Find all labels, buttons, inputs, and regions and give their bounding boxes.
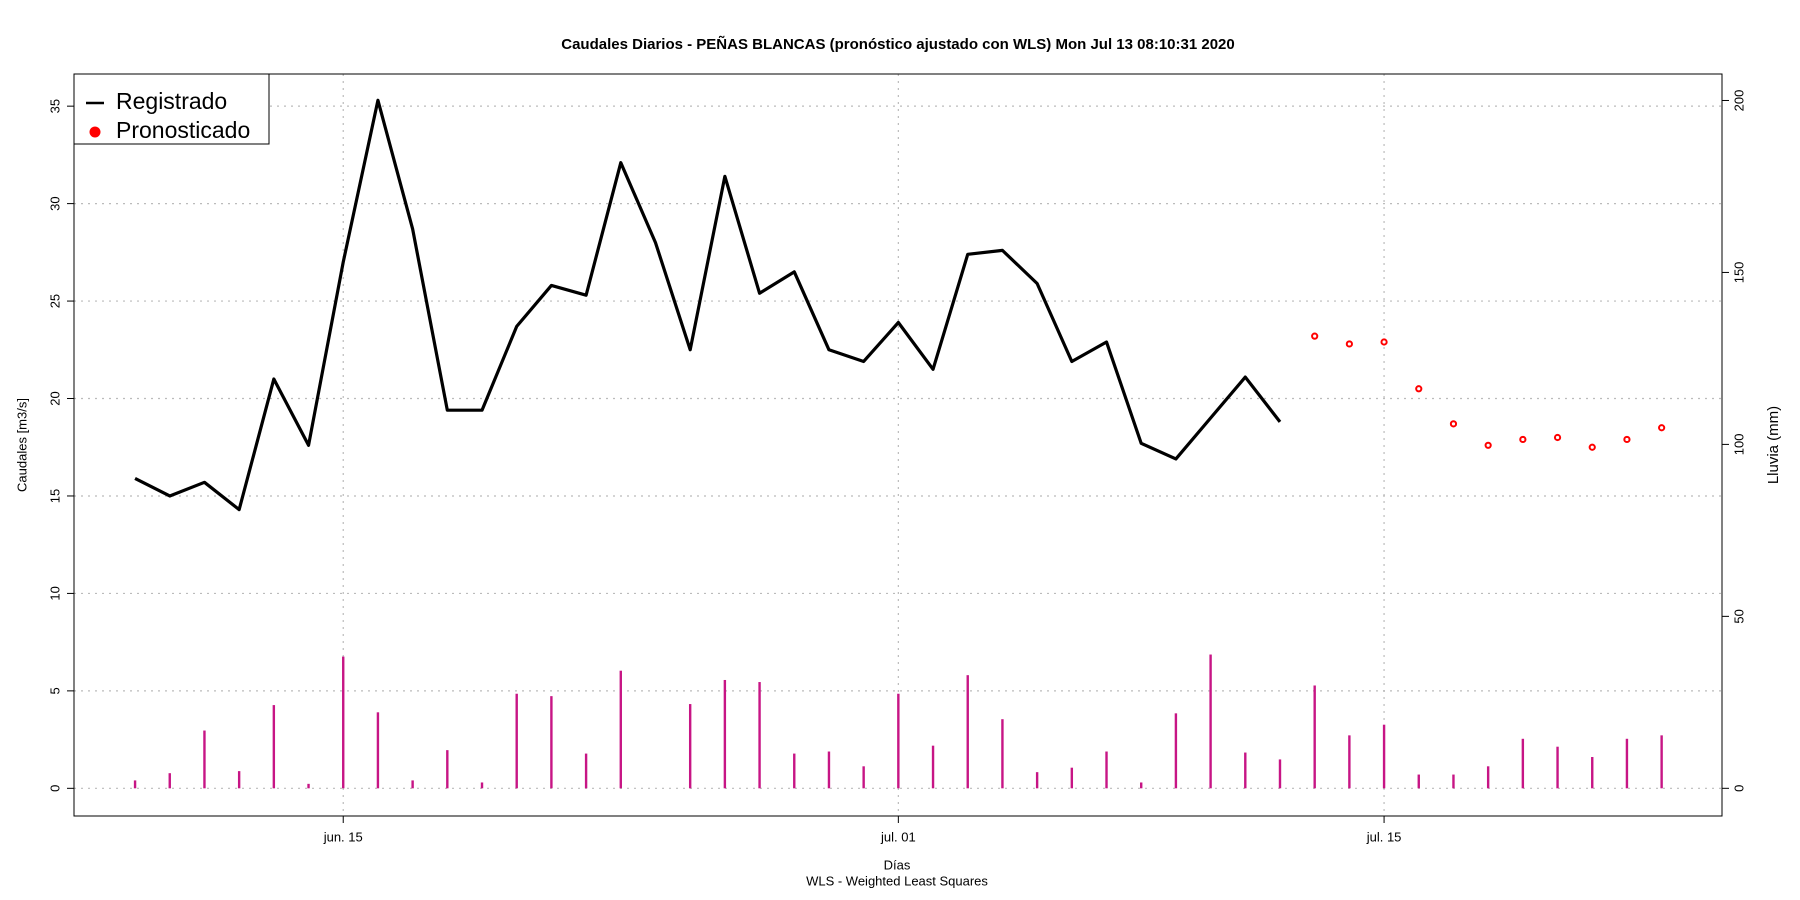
rain-bar <box>1105 751 1108 789</box>
y-tick-label: 25 <box>47 294 62 308</box>
forecast-point <box>1519 435 1527 444</box>
y2-tick-label: 150 <box>1731 262 1746 284</box>
chart-title: Caudales Diarios - PEÑAS BLANCAS (pronós… <box>561 35 1234 53</box>
rain-bar <box>446 750 449 789</box>
legend-box <box>73 73 270 145</box>
legend-label: Registrado <box>116 88 227 114</box>
rain-bar <box>480 782 484 789</box>
flow-line <box>134 98 1282 512</box>
rain-bar <box>1625 738 1629 789</box>
rain-bar <box>1035 772 1039 789</box>
rain-bar <box>342 656 345 789</box>
y-tick-label: 15 <box>47 489 62 503</box>
forecast-point <box>1553 433 1562 442</box>
rain-bar <box>133 780 137 789</box>
y2-tick-label: 100 <box>1731 434 1746 456</box>
rain-bar <box>1591 757 1594 789</box>
y-tick-label: 30 <box>47 196 62 210</box>
rain-bar <box>619 670 622 789</box>
rain-bar <box>1070 767 1074 789</box>
rain-bar <box>376 712 380 789</box>
rain-bar <box>1382 724 1386 789</box>
legend-dot <box>89 126 101 138</box>
rain-bar <box>515 693 518 789</box>
rain-bar <box>1313 685 1316 789</box>
y2-axis-label: Lluvia (mm) <box>1765 406 1782 484</box>
rain-bar <box>1556 746 1559 789</box>
plot-frame <box>73 73 1723 817</box>
x-tick-label: jun. 15 <box>323 829 363 844</box>
forecast-point <box>1345 340 1353 348</box>
rain-bar <box>1417 774 1420 789</box>
rain-bar <box>1244 752 1247 789</box>
rain-bar <box>1209 654 1212 789</box>
y2-tick-label: 200 <box>1731 90 1746 112</box>
rain-bar <box>1660 735 1663 789</box>
rain-bar <box>1348 735 1351 789</box>
y-tick-label: 20 <box>47 391 62 405</box>
rain-bar <box>237 771 241 789</box>
rain-bar <box>688 704 692 789</box>
rain-bar <box>897 693 900 789</box>
forecast-point <box>1588 443 1596 451</box>
forecast-point <box>1415 385 1423 393</box>
rain-bar <box>931 745 935 789</box>
rain-bar <box>1140 782 1143 789</box>
y-axis-label: Caudales [m3/s] <box>14 398 29 492</box>
forecast-point <box>1380 338 1388 346</box>
rain-bar <box>827 751 831 789</box>
forecast-point <box>1311 332 1319 340</box>
y2-tick-label: 0 <box>1731 785 1746 792</box>
rain-bar <box>862 766 865 789</box>
y-tick-label: 5 <box>47 687 62 694</box>
rain-bar <box>1001 719 1004 789</box>
y-tick-label: 10 <box>47 586 62 600</box>
forecast-point <box>1484 441 1492 449</box>
rain-bar <box>411 780 414 789</box>
rain-bar <box>203 730 206 789</box>
x-axis-label: Días <box>884 857 911 872</box>
x-tick-label: jul. 01 <box>880 829 916 844</box>
forecast-point <box>1658 424 1666 432</box>
y-tick-label: 0 <box>47 785 62 792</box>
rain-bar <box>1521 738 1525 789</box>
forecast-point <box>1623 435 1631 444</box>
forecast-point <box>1449 420 1458 428</box>
rain-bar <box>793 753 796 789</box>
x-tick-label: jul. 15 <box>1366 829 1402 844</box>
rain-bar <box>550 696 553 789</box>
rain-bar <box>723 679 727 789</box>
rain-bar <box>1486 766 1490 789</box>
rain-bar <box>168 773 171 789</box>
rain-bar <box>758 682 761 789</box>
legend: Registrado Pronosticado <box>73 73 270 145</box>
rain-bar <box>1452 774 1455 789</box>
legend-label: Pronosticado <box>116 117 250 143</box>
subtitle: WLS - Weighted Least Squares <box>806 873 988 888</box>
rain-bar <box>307 783 310 789</box>
rain-bar <box>584 753 588 789</box>
rain-bar <box>966 675 969 789</box>
y2-tick-label: 50 <box>1731 609 1746 623</box>
rain-bar <box>1278 759 1282 789</box>
rain-bar <box>1174 713 1178 789</box>
rain-bar <box>272 705 276 789</box>
y-tick-label: 35 <box>47 99 62 113</box>
